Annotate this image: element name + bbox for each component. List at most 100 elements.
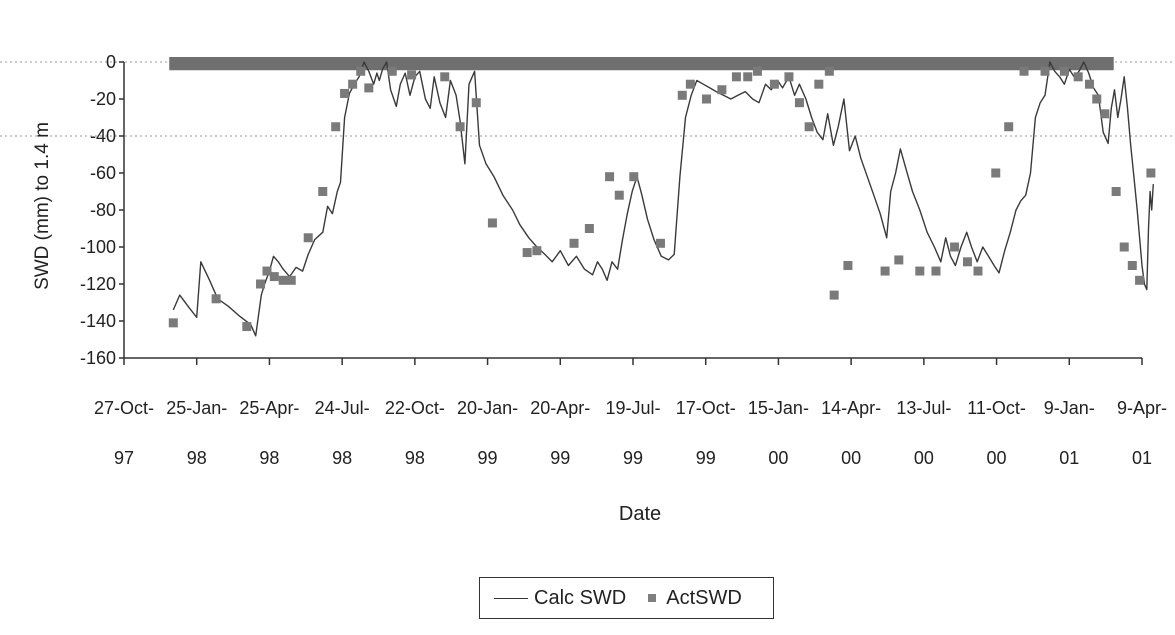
x-tick-label: 14-Apr- bbox=[821, 398, 881, 418]
actswd-point bbox=[269, 272, 279, 282]
actswd-point bbox=[168, 318, 178, 328]
series-layer bbox=[172, 61, 1154, 337]
actswd-point bbox=[769, 79, 779, 89]
actswd-point bbox=[1059, 66, 1069, 76]
actswd-point bbox=[843, 261, 853, 270]
actswd-point bbox=[962, 257, 972, 267]
actswd-point bbox=[655, 238, 665, 248]
actswd-point bbox=[440, 72, 450, 82]
x-tick-label: 9-Jan- bbox=[1044, 398, 1095, 418]
x-tick-label: 17-Oct- bbox=[676, 398, 736, 418]
y-tick-label: -160 bbox=[80, 348, 116, 368]
x-tick-label-year: 00 bbox=[987, 448, 1007, 468]
band-layer bbox=[169, 57, 1114, 71]
actswd-point bbox=[364, 83, 374, 93]
x-tick-label-year: 98 bbox=[187, 448, 207, 468]
x-tick-label-year: 97 bbox=[114, 448, 134, 468]
actswd-point bbox=[1004, 122, 1014, 132]
actswd-point bbox=[894, 255, 904, 265]
actswd-point bbox=[880, 266, 890, 276]
actswd-point bbox=[752, 66, 762, 76]
x-tick-label-year: 01 bbox=[1059, 448, 1079, 468]
marker-layer bbox=[168, 66, 1156, 332]
y-tick-labels: 0 -20 -40 -60 -80 -100 -120 -140 -160 bbox=[80, 52, 116, 368]
x-tick-label-year: 01 bbox=[1132, 448, 1152, 468]
x-tick-label-year: 99 bbox=[478, 448, 498, 468]
gridlines bbox=[0, 61, 1175, 137]
actswd-point bbox=[685, 79, 695, 89]
x-tick-label: 11-Oct- bbox=[967, 398, 1026, 418]
saturation-band bbox=[169, 57, 1114, 71]
actswd-point bbox=[702, 94, 712, 104]
y-tick-label: -140 bbox=[80, 311, 116, 331]
x-tick-labels: 27-Oct- 97 25-Jan- 98 25-Apr- 98 24-Jul- 98 22-O… bbox=[94, 398, 1167, 468]
x-tick-label-year: 99 bbox=[550, 448, 570, 468]
x-tick-label-year: 98 bbox=[405, 448, 425, 468]
x-tick-label-year: 00 bbox=[768, 448, 788, 468]
actswd-point bbox=[532, 246, 542, 256]
y-tick-label: -100 bbox=[80, 237, 116, 257]
legend: Calc SWD ActSWD bbox=[479, 577, 774, 619]
actswd-point bbox=[340, 88, 350, 98]
x-tick-label-year: 98 bbox=[259, 448, 279, 468]
y-tick-label: -120 bbox=[80, 274, 116, 294]
actswd-point bbox=[278, 275, 288, 285]
actswd-point bbox=[973, 266, 983, 276]
actswd-point bbox=[286, 275, 296, 285]
x-tick-label-year: 98 bbox=[332, 448, 352, 468]
actswd-point bbox=[318, 187, 328, 196]
y-tick-label: -20 bbox=[90, 89, 116, 109]
actswd-point bbox=[1084, 79, 1094, 89]
actswd-point bbox=[569, 238, 579, 248]
actswd-point bbox=[1073, 72, 1083, 82]
actswd-point bbox=[256, 279, 266, 289]
actswd-point bbox=[605, 172, 615, 182]
actswd-point bbox=[1092, 94, 1102, 104]
actswd-point bbox=[584, 224, 594, 233]
legend-label-calc: Calc SWD bbox=[534, 586, 627, 609]
actswd-point bbox=[931, 266, 941, 276]
legend-label-act: ActSWD bbox=[666, 586, 742, 609]
actswd-point bbox=[1019, 66, 1029, 76]
actswd-point bbox=[471, 98, 481, 108]
actswd-point bbox=[743, 72, 753, 82]
actswd-point bbox=[784, 72, 794, 82]
calc-swd-line bbox=[172, 61, 1154, 337]
x-tick-label-year: 99 bbox=[696, 448, 716, 468]
actswd-point bbox=[1127, 261, 1137, 270]
y-tick-label: -60 bbox=[90, 163, 116, 183]
actswd-point bbox=[407, 70, 417, 80]
x-tick-label: 19-Jul- bbox=[605, 398, 660, 418]
actswd-point bbox=[242, 322, 252, 332]
x-tick-label: 15-Jan- bbox=[748, 398, 809, 418]
actswd-point bbox=[1040, 66, 1050, 76]
x-tick-label: 25-Apr- bbox=[239, 398, 299, 418]
actswd-point bbox=[262, 266, 272, 276]
y-tick-label: -80 bbox=[90, 200, 116, 220]
actswd-point bbox=[1119, 242, 1129, 252]
x-tick-label: 27-Oct- bbox=[94, 398, 154, 418]
actswd-point bbox=[1135, 275, 1145, 285]
actswd-point bbox=[717, 85, 727, 95]
actswd-point bbox=[455, 122, 465, 132]
actswd-point bbox=[731, 72, 741, 82]
actswd-point bbox=[211, 294, 221, 304]
x-tick-label: 20-Apr- bbox=[530, 398, 590, 418]
actswd-point bbox=[677, 90, 687, 100]
legend-line-swatch bbox=[494, 597, 528, 599]
x-tick-label: 22-Oct- bbox=[385, 398, 445, 418]
actswd-point bbox=[814, 79, 824, 89]
actswd-point bbox=[794, 98, 804, 108]
y-tick-label: -40 bbox=[90, 126, 116, 146]
axes bbox=[119, 61, 1143, 365]
actswd-point bbox=[1100, 109, 1110, 119]
actswd-point bbox=[629, 172, 639, 182]
x-tick-label-year: 00 bbox=[841, 448, 861, 468]
actswd-point bbox=[804, 122, 814, 132]
legend-marker-swatch bbox=[648, 594, 657, 602]
actswd-point bbox=[1111, 187, 1121, 196]
actswd-point bbox=[614, 190, 624, 200]
actswd-point bbox=[915, 266, 925, 276]
x-tick-label: 13-Jul- bbox=[896, 398, 951, 418]
